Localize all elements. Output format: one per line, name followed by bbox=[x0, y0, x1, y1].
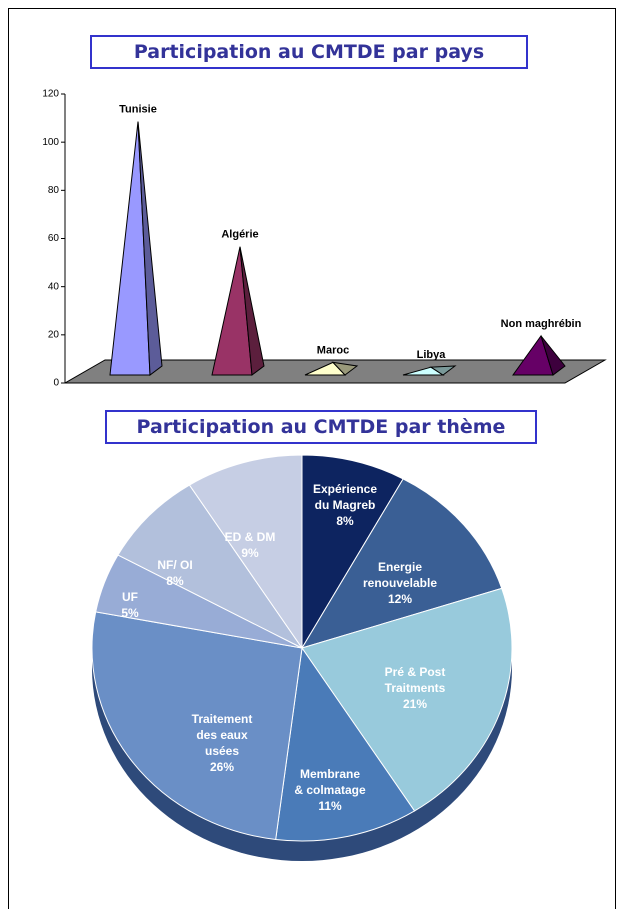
slice-name: Membrane & colmatage bbox=[294, 767, 366, 797]
slice-name: ED & DM bbox=[224, 530, 276, 544]
frame bbox=[8, 8, 616, 909]
y-tick-label: 120 bbox=[42, 89, 59, 100]
pyramid bbox=[402, 365, 457, 376]
slice-name: Expérience du Magreb bbox=[312, 482, 378, 512]
y-tick-label: 100 bbox=[42, 137, 59, 148]
chart-title: Participation au CMTDE par thème bbox=[105, 410, 537, 444]
slice-name: Energie renouvelable bbox=[362, 560, 438, 590]
pie-slice bbox=[91, 611, 303, 841]
data-label: Non maghrébin bbox=[501, 318, 582, 330]
pyramid-side bbox=[540, 335, 566, 376]
slice-percent: 12% bbox=[387, 592, 413, 606]
slice-percent: 11% bbox=[318, 799, 342, 813]
pyramid-side bbox=[137, 121, 163, 376]
slice-label: UF 5% bbox=[121, 589, 138, 621]
y-tick-label: 80 bbox=[48, 185, 60, 196]
pie-slice bbox=[300, 478, 503, 649]
pyramid bbox=[304, 361, 359, 376]
pyramid bbox=[109, 121, 163, 376]
slice-percent: 26% bbox=[209, 760, 235, 774]
y-tick-label: 40 bbox=[48, 281, 60, 292]
slice-percent: 9% bbox=[241, 546, 259, 560]
pyramid-side bbox=[429, 365, 457, 376]
y-tick-label: 20 bbox=[48, 329, 60, 340]
slice-label: Membrane & colmatage 11% bbox=[294, 766, 365, 814]
pyramid bbox=[211, 246, 265, 376]
data-label: Libya bbox=[417, 349, 447, 361]
slice-label: Energie renouvelable 12% bbox=[363, 559, 437, 607]
pyramid-side bbox=[331, 361, 359, 376]
pie-slice bbox=[188, 454, 303, 650]
slice-percent: 8% bbox=[336, 514, 354, 528]
chart-title: Participation au CMTDE par pays bbox=[90, 35, 528, 69]
pie-slice bbox=[275, 646, 416, 842]
slice-label: NF/ OI 8% bbox=[157, 557, 192, 589]
slice-name: Pré & Post Traitments bbox=[384, 665, 446, 695]
slice-percent: 8% bbox=[166, 574, 184, 588]
data-label: Tunisie bbox=[119, 103, 157, 115]
slice-label: Pré & Post Traitments 21% bbox=[385, 664, 446, 712]
pie-slice bbox=[301, 587, 513, 812]
slice-name: UF bbox=[122, 590, 138, 604]
slice-label: Expérience du Magreb 8% bbox=[313, 481, 377, 529]
slice-name: Traitement des eaux usées bbox=[191, 712, 253, 758]
pie-slice bbox=[301, 454, 404, 650]
slice-label: Traitement des eaux usées 26% bbox=[192, 711, 253, 775]
pie-slice bbox=[117, 484, 303, 649]
y-tick-label: 0 bbox=[53, 378, 59, 389]
slice-name: NF/ OI bbox=[157, 558, 193, 572]
pyramid bbox=[512, 334, 566, 376]
data-label: Maroc bbox=[317, 344, 349, 356]
pyramid-side bbox=[239, 246, 265, 376]
slice-percent: 5% bbox=[121, 606, 139, 620]
slice-label: ED & DM 9% bbox=[225, 529, 276, 561]
slice-percent: 21% bbox=[402, 697, 428, 711]
data-label: Algérie bbox=[221, 229, 258, 241]
y-tick-label: 60 bbox=[48, 233, 60, 244]
